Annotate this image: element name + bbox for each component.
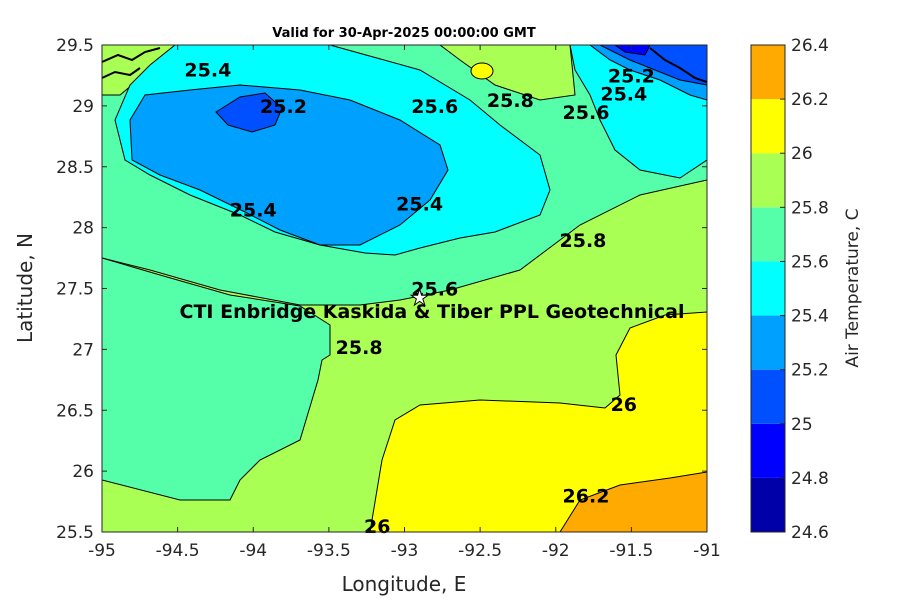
colorbar-swatch bbox=[751, 207, 785, 262]
contour-label: 25.8 bbox=[560, 230, 607, 252]
colorbar-swatch bbox=[751, 261, 785, 316]
chart-title: Valid for 30-Apr-2025 00:00:00 GMT bbox=[272, 26, 536, 41]
site-marker-group: ★ CTI Enbridge Kaskida & Tiber PPL Geote… bbox=[180, 286, 685, 323]
x-tick-label: -92.5 bbox=[458, 541, 502, 561]
band-25.2-central bbox=[129, 84, 449, 246]
y-tick-label: 27.5 bbox=[56, 280, 94, 300]
contour-label: 25.4 bbox=[230, 199, 277, 221]
x-tick-label: -94 bbox=[239, 541, 267, 561]
x-axis-label: Longitude, E bbox=[342, 572, 467, 596]
colorbar-tick-label: 24.6 bbox=[791, 523, 829, 543]
x-tick-label: -93 bbox=[391, 541, 419, 561]
x-axis: -95 -94.5 -94 -93.5 -93 -92.5 -92 -91.5 -91 bbox=[88, 45, 721, 561]
contour-labels: 25.425.2 25.6 25.825.625.425.225.4 25.425.8… bbox=[184, 59, 654, 538]
contour-label: 25.6 bbox=[563, 102, 610, 124]
colorbar-swatch bbox=[751, 477, 785, 532]
x-tick-label: -94.5 bbox=[156, 541, 200, 561]
colorbar-swatch bbox=[751, 45, 785, 100]
band-26-south bbox=[369, 311, 707, 532]
contour-plot-area bbox=[102, 45, 707, 532]
site-label: CTI Enbridge Kaskida & Tiber PPL Geotech… bbox=[180, 301, 685, 323]
colorbar-swatch bbox=[751, 423, 785, 478]
colorbar: 24.6 24.8 25 25.2 25.4 25.6 25.8 26 26.2 26.4 bbox=[750, 36, 829, 543]
coastline-west-2 bbox=[102, 67, 141, 79]
y-axis-label: Latitude, N bbox=[13, 233, 37, 343]
colorbar-frame bbox=[750, 44, 786, 533]
contour-label: 26 bbox=[364, 516, 390, 538]
contour-label: 25.2 bbox=[608, 65, 655, 87]
colorbar-tick-label: 25.2 bbox=[791, 361, 829, 381]
colorbar-tick-label: 25.8 bbox=[791, 198, 829, 218]
coastline-east bbox=[649, 47, 707, 83]
x-tick-label: -93.5 bbox=[307, 541, 351, 561]
contour-label: 25.4 bbox=[184, 59, 231, 81]
contour-label: 26 bbox=[611, 394, 637, 416]
contour-label: 25.8 bbox=[336, 337, 383, 359]
colorbar-tick-label: 24.8 bbox=[791, 469, 829, 489]
band-25.8-north bbox=[330, 45, 576, 101]
site-star-icon: ★ bbox=[410, 286, 430, 311]
y-tick-label: 26 bbox=[72, 462, 94, 482]
x-tick-label: -91.5 bbox=[609, 541, 653, 561]
colorbar-label: Air Temperature, C bbox=[843, 208, 863, 367]
colorbar-tick-label: 25.6 bbox=[791, 252, 829, 272]
y-tick-label: 25.5 bbox=[56, 523, 94, 543]
colorbar-tick-label: 26 bbox=[791, 144, 813, 164]
contour-label: 26.2 bbox=[563, 485, 610, 507]
contour-label: 25.6 bbox=[411, 96, 458, 118]
band-25.0-northeast bbox=[599, 45, 707, 86]
x-tick-label: -95 bbox=[88, 541, 116, 561]
colorbar-tick-label: 25.4 bbox=[791, 307, 829, 327]
colorbar-swatch bbox=[751, 99, 785, 154]
y-tick-label: 27 bbox=[72, 340, 94, 360]
band-24.8-northeast bbox=[614, 45, 651, 56]
y-axis: 25.5 26 26.5 27 27.5 28 28.5 29 29.5 bbox=[56, 36, 707, 543]
colorbar-tick-label: 25 bbox=[791, 415, 813, 435]
contour-label: 25.2 bbox=[260, 96, 307, 118]
colorbar-swatch bbox=[751, 153, 785, 208]
x-tick-label: -91 bbox=[693, 541, 721, 561]
contour-label: 25.8 bbox=[487, 90, 534, 112]
y-tick-label: 29 bbox=[72, 97, 94, 117]
y-tick-label: 26.5 bbox=[56, 401, 94, 421]
coastline-west bbox=[102, 47, 161, 63]
colorbar-tick-label: 26.4 bbox=[791, 36, 829, 56]
band-26.2-corner bbox=[559, 471, 707, 532]
colorbar-swatch bbox=[751, 315, 785, 370]
contour-label: 25.6 bbox=[411, 279, 458, 301]
y-tick-label: 29.5 bbox=[56, 36, 94, 56]
contour-label: 25.4 bbox=[396, 193, 443, 215]
band-26-spot bbox=[470, 62, 494, 80]
contour-label: 25.4 bbox=[600, 84, 647, 106]
band-25.6-west bbox=[102, 257, 331, 501]
x-tick-label: -92 bbox=[542, 541, 570, 561]
band-25.0-central bbox=[215, 92, 283, 133]
colorbar-tick-label: 26.2 bbox=[791, 90, 829, 110]
y-tick-label: 28 bbox=[72, 219, 94, 239]
colorbar-swatch bbox=[751, 369, 785, 424]
y-tick-label: 28.5 bbox=[56, 158, 94, 178]
